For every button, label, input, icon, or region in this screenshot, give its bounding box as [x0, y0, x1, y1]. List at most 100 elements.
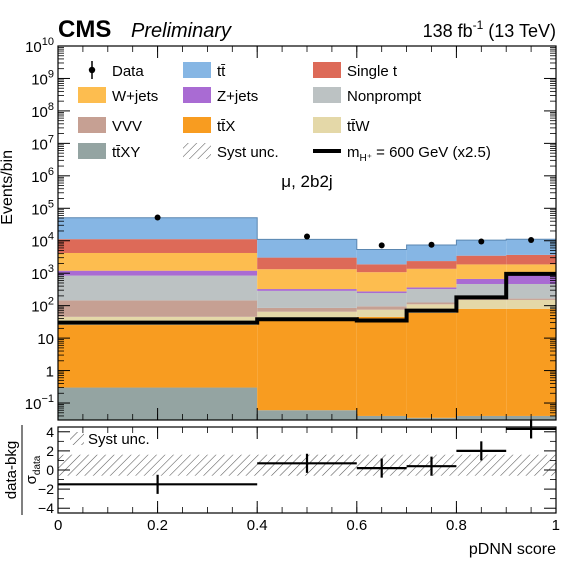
x-tick-label-5: 1 — [552, 517, 560, 534]
legend-label-5: Nonprompt — [347, 88, 422, 105]
y-tick-label-0: 10−1 — [25, 393, 54, 413]
stack-bar-8-5 — [506, 239, 556, 255]
stack-bar-1-1 — [257, 320, 357, 411]
channel-annotation: μ, 2b2j — [281, 172, 332, 191]
legend-label-11: mH⁺ = 600 GeV (x2.5) — [347, 144, 491, 164]
y-tick-label-6: 105 — [31, 198, 54, 218]
ratio-points — [58, 419, 556, 494]
y-tick-label-9: 108 — [31, 101, 54, 121]
stack-bar-2-1 — [257, 311, 357, 321]
legend-label-9: tt̄XY — [112, 144, 140, 161]
main-panel: 10−1 1 10 102 103 104 105 106 107 108 109 1010 Even… — [0, 36, 557, 421]
legend-swatch-1 — [183, 62, 211, 78]
data-point-4 — [478, 238, 485, 245]
stack-bar-1-3 — [406, 312, 457, 418]
stack-bar-7-5 — [506, 254, 556, 265]
y-tick-label-1: 1 — [46, 364, 54, 381]
stack-bar-4-5 — [506, 283, 556, 299]
stack-bar-1-5 — [506, 308, 556, 416]
x-tick-label-2: 0.4 — [247, 517, 268, 534]
legend-swatch-2 — [313, 62, 341, 78]
stack-bar-5-0 — [58, 270, 258, 276]
main-y-axis-label: Events/bin — [0, 150, 16, 225]
stack-bar-6-1 — [257, 269, 357, 290]
legend-label-1: tt̄ — [217, 63, 226, 80]
stack-bar-5-5 — [506, 275, 556, 284]
ratio-legend-hatch — [70, 432, 84, 445]
ratio-y-tick-label-3: 2 — [46, 443, 54, 459]
stack-bar-2-2 — [356, 309, 407, 317]
x-tick-label-1: 0.2 — [147, 517, 168, 534]
legend-label-0: Data — [112, 63, 144, 80]
stack-bar-7-2 — [356, 264, 407, 273]
stack-bar-4-3 — [406, 289, 457, 303]
stack-bar-4-0 — [58, 275, 258, 301]
stack-bar-3-2 — [356, 306, 407, 310]
y-tick-label-7: 106 — [31, 166, 54, 186]
data-point-0 — [154, 214, 161, 221]
data-point-2 — [378, 242, 385, 249]
stack-bar-2-3 — [406, 304, 457, 313]
y-tick-label-5: 104 — [31, 231, 54, 251]
stack-bar-6-5 — [506, 264, 556, 276]
stack-bar-5-3 — [406, 287, 457, 290]
stack-bar-7-4 — [456, 255, 507, 265]
x-tick-label-0: 0 — [54, 517, 62, 534]
main-axis: 10−1 1 10 102 103 104 105 106 107 108 109 1010 — [25, 36, 557, 421]
stack-bar-3-5 — [506, 298, 556, 300]
stack-bar-4-2 — [356, 293, 407, 307]
legend-label-3: W+jets — [112, 88, 158, 105]
legend-label-6: VVV — [112, 118, 142, 135]
y-tick-label-4: 103 — [31, 263, 54, 283]
stack-bar-6-2 — [356, 272, 407, 292]
y-tick-label-10: 109 — [31, 68, 54, 88]
y-tick-label-11: 1010 — [25, 36, 54, 56]
stack-bar-5-2 — [356, 291, 407, 294]
legend-swatch-6 — [78, 117, 106, 133]
stack-bar-4-1 — [257, 290, 357, 308]
stack-bar-8-3 — [406, 245, 457, 262]
data-point-5 — [528, 237, 535, 244]
stack-bar-8-2 — [356, 249, 407, 265]
total-bkg-outline — [58, 217, 556, 250]
legend-swatch-4 — [183, 87, 211, 103]
stack-bar-8-0 — [58, 217, 258, 240]
signal-line — [58, 271, 556, 325]
legend-label-4: Z+jets — [217, 88, 258, 105]
legend-label-2: Single t — [347, 63, 398, 80]
legend-label-10: Syst unc. — [217, 144, 279, 161]
ratio-y-tick-label-2: 0 — [46, 462, 54, 478]
stack-bar-1-4 — [456, 308, 507, 416]
stack-bar-6-4 — [456, 264, 507, 279]
ratio-y-label-bottom: σdata — [23, 455, 43, 484]
stack-bar-7-1 — [257, 257, 357, 270]
legend-hatch-swatch — [183, 143, 211, 159]
x-tick-label-4: 0.8 — [446, 517, 467, 534]
stack-bar-6-0 — [58, 252, 258, 271]
legend-swatch-5 — [313, 87, 341, 103]
y-tick-label-2: 10 — [37, 331, 54, 348]
x-axis-label: pDNN score — [469, 541, 556, 558]
y-tick-label-3: 102 — [31, 296, 54, 316]
data-point-3 — [428, 241, 435, 248]
main-frame — [57, 45, 557, 421]
stack-bar-5-1 — [257, 289, 357, 291]
ratio-y-tick-label-0: −4 — [38, 500, 54, 516]
legend: Data tt̄ Single t W+jets Z+jets Nonprompt VVV t… — [78, 61, 491, 164]
ratio-panel: Syst unc. −4 −2 0 2 4 0 0.2 0.4 0.6 0.8 1 data-bkg… — [3, 419, 560, 558]
stack-bar-2-4 — [456, 299, 507, 309]
ratio-y-label-top: data-bkg — [3, 441, 20, 499]
legend-swatch-7 — [183, 117, 211, 133]
data-point-1 — [304, 233, 310, 240]
x-tick-label-3: 0.6 — [346, 517, 367, 534]
experiment-label: CMS — [58, 16, 111, 43]
lumi-label: 138 fb-1 (13 TeV) — [423, 18, 556, 41]
stack-bar-3-3 — [406, 302, 457, 305]
stack-bar-8-1 — [257, 239, 357, 258]
status-label: Preliminary — [131, 20, 232, 42]
y-tick-label-8: 107 — [31, 133, 54, 153]
legend-label-8: tt̄W — [347, 118, 370, 135]
stack-bar-4-4 — [456, 283, 507, 299]
stack-bar-7-3 — [406, 261, 457, 269]
ratio-legend: Syst unc. — [70, 431, 150, 448]
